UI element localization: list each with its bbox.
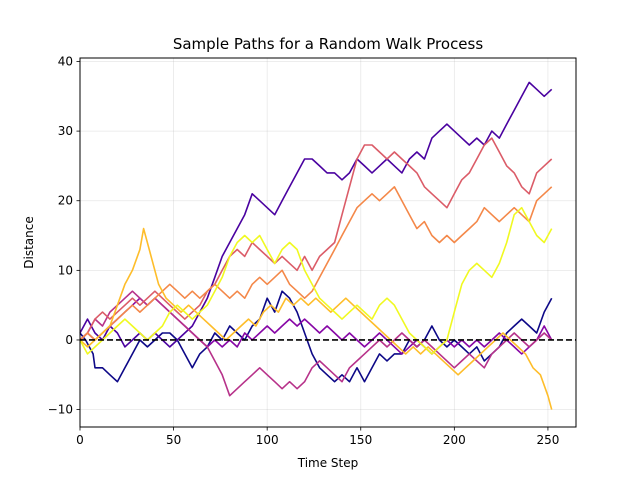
series-lines bbox=[79, 81, 553, 410]
y-tick-label: 40 bbox=[58, 54, 73, 68]
x-tick-label: 250 bbox=[536, 433, 559, 447]
series-line-2 bbox=[79, 81, 553, 348]
y-axis-ticks: −10 0 10 20 30 40 bbox=[48, 54, 80, 417]
y-tick-label: 30 bbox=[58, 124, 73, 138]
series-line-1 bbox=[79, 290, 553, 383]
series-line-6 bbox=[79, 186, 553, 341]
series-line-4 bbox=[79, 290, 553, 397]
plot-frame bbox=[79, 57, 577, 428]
series-line-8 bbox=[79, 206, 553, 355]
x-axis-ticks: 0 50 100 150 200 250 bbox=[76, 427, 559, 447]
series-line-7 bbox=[79, 227, 553, 410]
y-axis-label: Distance bbox=[22, 216, 36, 268]
y-tick-label: −10 bbox=[48, 403, 73, 417]
x-tick-label: 200 bbox=[443, 433, 466, 447]
x-tick-label: 50 bbox=[166, 433, 181, 447]
plot-area bbox=[80, 58, 576, 427]
x-axis-label: Time Step bbox=[297, 456, 359, 470]
y-tick-label: 20 bbox=[58, 194, 73, 208]
chart-title: Sample Paths for a Random Walk Process bbox=[173, 35, 484, 53]
y-tick-label: 0 bbox=[65, 333, 73, 347]
x-tick-label: 0 bbox=[76, 433, 84, 447]
y-tick-label: 10 bbox=[58, 263, 73, 277]
x-tick-label: 150 bbox=[349, 433, 372, 447]
x-tick-label: 100 bbox=[256, 433, 279, 447]
